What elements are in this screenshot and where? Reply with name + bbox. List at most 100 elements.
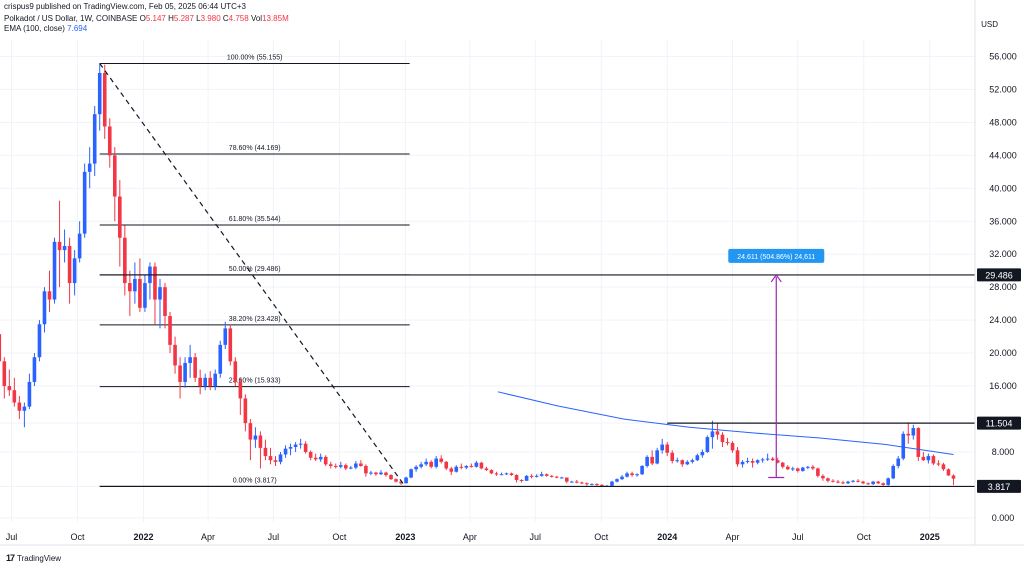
candle-body (369, 472, 373, 474)
candle-body (213, 373, 218, 387)
price-tick-label: 0.000 (992, 513, 1015, 523)
fib-level-label: 50.00% (29.486) (229, 266, 281, 273)
candle-body (67, 245, 72, 284)
candle-body (856, 480, 860, 482)
candle-body (424, 461, 428, 465)
candle-body (559, 477, 564, 479)
candle-body (790, 468, 795, 470)
candle-body (32, 357, 37, 382)
fib-level-label: 78.60% (44.169) (229, 145, 281, 152)
candle-body (303, 443, 308, 452)
candle-body (454, 466, 459, 472)
candle-body (871, 481, 875, 485)
price-tag-label: 29.486 (985, 270, 1013, 280)
candle-body (529, 475, 534, 477)
candle-body (198, 377, 202, 387)
tradingview-logo[interactable]: 17 TradingView (6, 553, 61, 563)
candle-body (735, 450, 740, 465)
candle-body (374, 472, 378, 475)
price-tick-label: 52.000 (989, 84, 1017, 94)
candle-body (173, 344, 177, 366)
ema-legend[interactable]: EMA (100, close) 7.694 (4, 24, 87, 34)
candle-body (655, 450, 659, 464)
candle-body (780, 462, 785, 467)
candle-body (208, 377, 213, 387)
candle-body (534, 475, 539, 477)
candle-body (926, 456, 931, 461)
candle-body (685, 461, 690, 465)
candle-body (72, 258, 77, 284)
time-tick-label: 2024 (657, 532, 677, 542)
candle-body (755, 460, 760, 463)
candle-body (901, 433, 906, 459)
candle-body (57, 241, 62, 251)
candle-body (750, 461, 755, 463)
price-tick-label: 44.000 (989, 150, 1017, 160)
candle-body (168, 316, 172, 345)
drawings[interactable]: 29.486 11.504 3.817 24.611 (504.86%) 24,611 (99, 63, 1021, 493)
candle-body (273, 460, 278, 462)
candle-body (575, 481, 579, 483)
candle-body (504, 473, 509, 475)
volume-label: Vol (250, 14, 263, 23)
high-label: H (168, 14, 174, 23)
candle-body (258, 435, 263, 448)
candle-body (183, 362, 187, 382)
candle-body (861, 481, 865, 484)
candle-body (364, 465, 368, 474)
candle-body (384, 472, 388, 476)
candle-body (831, 480, 835, 482)
open-value: 5.147 (145, 14, 166, 23)
fibonacci-retracement[interactable]: 100.00% (55.155) 78.60% (44.169) 61.80% (3… (99, 54, 410, 487)
time-tick-label: Jul (792, 532, 804, 542)
candle-body (811, 466, 815, 469)
candle-body (27, 381, 32, 407)
time-tick-label: Oct (857, 532, 872, 542)
time-tick-label: Apr (725, 532, 739, 542)
candle-body (464, 465, 469, 468)
candle-body (218, 344, 223, 374)
candle-body (42, 291, 47, 325)
price-tag-label: 11.504 (986, 419, 1013, 429)
candle-body (439, 458, 444, 462)
time-tick-label: 2023 (395, 532, 415, 542)
candle-body (931, 456, 936, 464)
ema-line (497, 391, 954, 455)
candle-body (193, 357, 197, 378)
candles (0, 63, 956, 487)
candle-body (806, 466, 810, 468)
candle-body (921, 456, 926, 461)
time-tick-label: Oct (332, 532, 347, 542)
candle-body (243, 398, 248, 424)
open-label: O (139, 14, 146, 23)
candle-body (248, 423, 253, 440)
candle-body (479, 462, 484, 469)
candle-body (278, 454, 283, 462)
candle-body (906, 433, 911, 436)
candle-body (705, 437, 710, 452)
candle-body (474, 462, 479, 467)
candle-body (203, 377, 207, 387)
time-tick-label: 2025 (920, 532, 940, 542)
candle-body (846, 481, 850, 484)
candle-body (514, 475, 519, 480)
symbol-legend[interactable]: Polkadot / US Dollar, 1W, COINBASE O5.14… (4, 14, 289, 24)
candle-body (720, 434, 725, 443)
candle-body (876, 481, 880, 484)
fib-level-label: 61.80% (35.544) (229, 216, 281, 223)
candle-body (449, 468, 454, 472)
low-value: 3.980 (200, 14, 221, 23)
candle-body (690, 460, 695, 462)
candle-body (328, 464, 333, 466)
candle-body (499, 474, 504, 476)
candle-body (389, 475, 393, 480)
candle-body (740, 461, 745, 465)
candle-body (153, 266, 157, 300)
candle-body (896, 458, 901, 466)
candle-body (615, 479, 619, 482)
candle-body (916, 428, 921, 457)
candle-body (911, 428, 916, 436)
candle-body (394, 479, 398, 482)
candle-body (233, 361, 238, 382)
